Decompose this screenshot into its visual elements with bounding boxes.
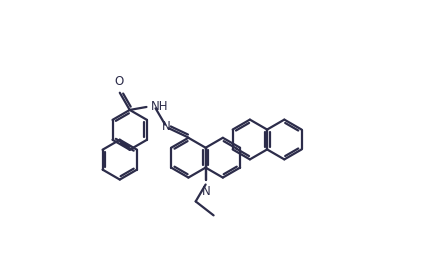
Text: N: N (201, 184, 210, 198)
Text: NH: NH (150, 100, 168, 114)
Text: N: N (162, 120, 170, 133)
Text: O: O (114, 75, 124, 88)
